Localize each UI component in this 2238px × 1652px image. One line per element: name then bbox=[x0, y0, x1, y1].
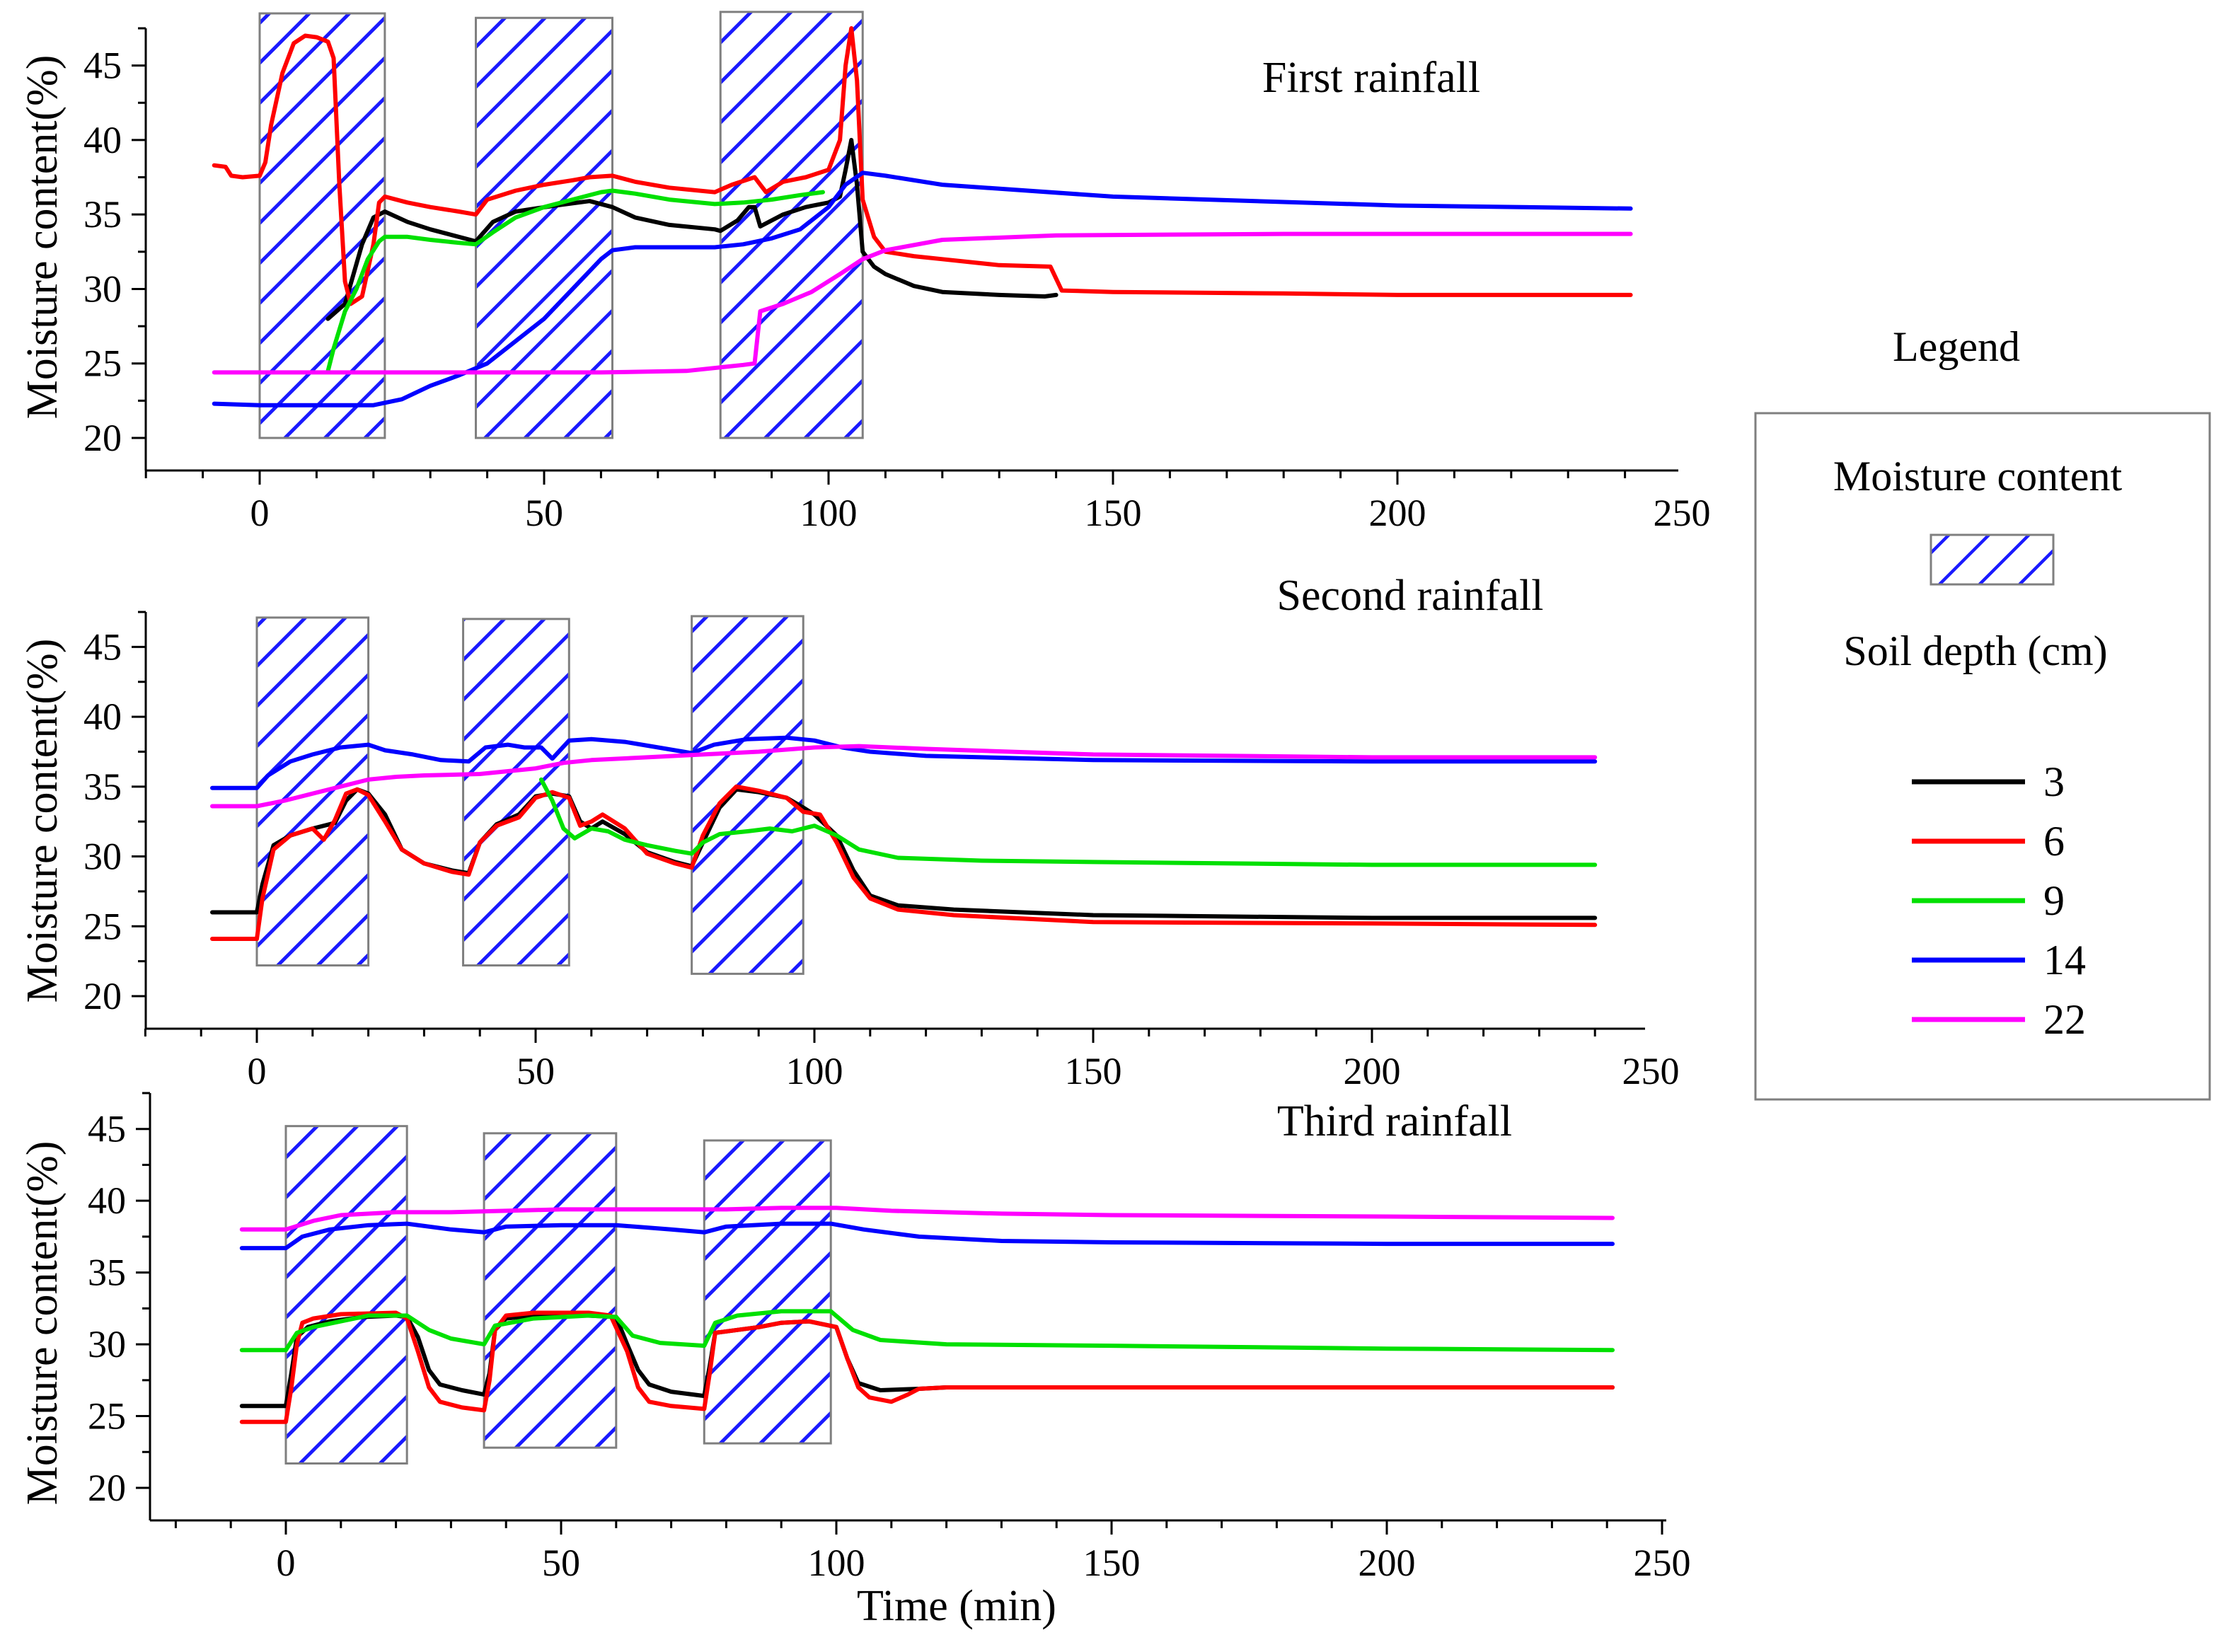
x-tick-label: 50 bbox=[525, 492, 563, 534]
series-line-22cm bbox=[239, 1206, 1615, 1232]
y-axis-title-0: Moisture content(%) bbox=[18, 55, 67, 420]
y-tick-label: 20 bbox=[83, 417, 122, 459]
x-tick-label: 250 bbox=[1622, 1050, 1680, 1092]
x-tick-label: 100 bbox=[786, 1050, 843, 1092]
series-line-9cm bbox=[538, 777, 1598, 867]
y-tick-label: 45 bbox=[83, 625, 122, 668]
series-line-22cm bbox=[212, 231, 1633, 375]
y-tick-label: 30 bbox=[88, 1323, 126, 1365]
panel-2: 0 50 100 150 200 250 20 25 30 35 40 45 Second rainfa… bbox=[83, 572, 1680, 1092]
y-tick-label: 40 bbox=[83, 119, 122, 161]
y-tick-label: 25 bbox=[83, 342, 122, 385]
series-line-3cm bbox=[210, 787, 1598, 920]
series-line-14cm bbox=[212, 171, 1633, 408]
panel-title: Third rainfall bbox=[1277, 1097, 1512, 1145]
y-tick-label: 30 bbox=[83, 836, 122, 878]
series-line-6cm bbox=[239, 1310, 1615, 1424]
y-tick-label: 25 bbox=[88, 1395, 126, 1438]
y-axis-title-2: Moisture content(%) bbox=[18, 1141, 67, 1506]
x-tick-label: 0 bbox=[248, 1050, 267, 1092]
series-line-14cm bbox=[210, 735, 1598, 790]
x-tick-label: 50 bbox=[517, 1050, 555, 1092]
y-axis-title-1: Moisture content(%) bbox=[18, 639, 67, 1003]
y-tick-label: 35 bbox=[83, 766, 122, 808]
legend-rain-label: Moisture content bbox=[1833, 453, 2123, 499]
x-tick-label: 200 bbox=[1344, 1050, 1401, 1092]
x-tick-label: 250 bbox=[1654, 492, 1711, 534]
series-line-6cm bbox=[210, 784, 1598, 941]
panel-title: First rainfall bbox=[1262, 54, 1480, 102]
series-line-3cm bbox=[239, 1313, 1615, 1409]
x-tick-label: 150 bbox=[1083, 1542, 1141, 1584]
y-tick-label: 20 bbox=[88, 1467, 126, 1509]
series-line-9cm bbox=[325, 188, 825, 374]
y-tick-label: 45 bbox=[83, 45, 122, 87]
y-tick-label: 35 bbox=[83, 193, 122, 236]
x-tick-label: 100 bbox=[808, 1542, 865, 1584]
rain-period-3 bbox=[703, 1139, 832, 1445]
legend-label-6: 6 bbox=[2043, 818, 2065, 865]
y-tick-label: 40 bbox=[83, 695, 122, 738]
y-tick-label: 20 bbox=[83, 975, 122, 1017]
y-tick-label: 40 bbox=[88, 1179, 126, 1222]
y-tick-label: 45 bbox=[88, 1108, 126, 1150]
x-tick-label: 0 bbox=[250, 492, 270, 534]
panel-1: 0 50 100 150 200 250 20 25 30 35 40 45 First rainfal… bbox=[83, 11, 1711, 534]
legend-label-14: 14 bbox=[2043, 937, 2086, 983]
panel-3: 0 50 100 150 200 250 20 25 30 35 40 45 Third rainfal… bbox=[88, 1092, 1691, 1584]
series-line-22cm bbox=[210, 744, 1598, 809]
x-tick-label: 100 bbox=[800, 492, 858, 534]
legend-depth-label: Soil depth (cm) bbox=[1843, 628, 2107, 674]
x-tick-label: 150 bbox=[1065, 1050, 1122, 1092]
panel-title: Second rainfall bbox=[1276, 572, 1543, 620]
x-tick-label: 250 bbox=[1634, 1542, 1691, 1584]
legend-entries: 3 6 9 14 22 bbox=[1912, 758, 2086, 1043]
legend-label-3: 3 bbox=[2043, 758, 2065, 805]
legend-box bbox=[1754, 412, 2211, 1101]
series-line-3cm bbox=[325, 137, 1059, 321]
rain-period-2 bbox=[483, 1132, 618, 1449]
x-tick-label: 150 bbox=[1085, 492, 1142, 534]
x-tick-label: 0 bbox=[277, 1542, 296, 1584]
x-tick-label: 200 bbox=[1369, 492, 1426, 534]
legend-label-9: 9 bbox=[2043, 877, 2065, 924]
x-tick-label: 200 bbox=[1359, 1542, 1416, 1584]
legend: Legend Moisture content Soil depth (cm) … bbox=[1754, 323, 2211, 1101]
x-axis-title: Time (min) bbox=[857, 1582, 1056, 1630]
series-line-14cm bbox=[239, 1221, 1615, 1251]
legend-label-22: 22 bbox=[2043, 996, 2086, 1043]
x-tick-label: 50 bbox=[542, 1542, 580, 1584]
rain-period-1 bbox=[284, 1125, 408, 1465]
rain-period-3 bbox=[691, 615, 804, 975]
y-tick-label: 35 bbox=[88, 1252, 126, 1294]
y-tick-label: 25 bbox=[83, 905, 122, 947]
y-tick-label: 30 bbox=[83, 267, 122, 310]
rain-period-3 bbox=[719, 11, 864, 439]
legend-title: Legend bbox=[1893, 323, 2020, 370]
legend-rain-swatch bbox=[1930, 533, 2055, 586]
series-line-9cm bbox=[239, 1309, 1615, 1353]
